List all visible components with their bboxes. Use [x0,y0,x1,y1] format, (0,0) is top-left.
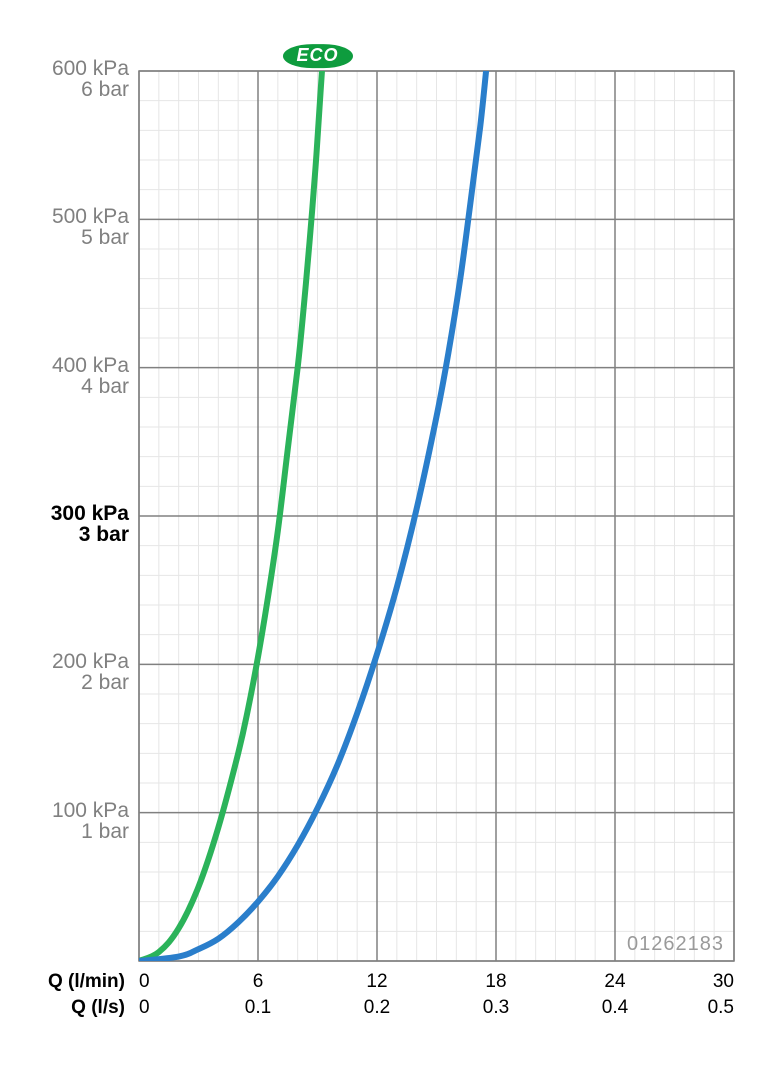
y-axis-kpa: 300 kPa [0,503,129,524]
x-axis-tick: 18 [466,971,526,993]
x-axis-tick: 0.5 [674,997,734,1019]
y-axis-bar: 5 bar [0,227,129,248]
x-axis-tick: 12 [347,971,407,993]
x-axis-tick: 0.3 [466,997,526,1019]
y-axis-kpa: 100 kPa [0,800,129,821]
x-axis-tick: 0 [139,971,179,993]
x-axis-tick: 0.2 [347,997,407,1019]
x-axis-tick: 0.4 [585,997,645,1019]
y-axis-label: 300 kPa3 bar [0,503,129,545]
y-axis-bar: 4 bar [0,376,129,397]
x-axis-tick: 30 [674,971,734,993]
y-axis-label: 100 kPa1 bar [0,800,129,842]
y-axis-label: 600 kPa6 bar [0,58,129,100]
y-axis-kpa: 200 kPa [0,651,129,672]
y-axis-bar: 1 bar [0,821,129,842]
reference-id: 01262183 [627,933,724,956]
y-axis-bar: 3 bar [0,524,129,545]
x-axis-tick: 6 [228,971,288,993]
y-axis-kpa: 400 kPa [0,355,129,376]
y-axis-label: 400 kPa4 bar [0,355,129,397]
x-axis-tick: 0 [139,997,179,1019]
x-axis-title: Q (l/min) [5,971,125,993]
x-axis-title: Q (l/s) [5,997,125,1019]
y-axis-bar: 2 bar [0,672,129,693]
x-axis-tick: 24 [585,971,645,993]
eco-badge: ECO [282,44,352,68]
y-axis-bar: 6 bar [0,79,129,100]
y-axis-kpa: 600 kPa [0,58,129,79]
x-axis-tick: 0.1 [228,997,288,1019]
y-axis-kpa: 500 kPa [0,206,129,227]
y-axis-label: 500 kPa5 bar [0,206,129,248]
y-axis-label: 200 kPa2 bar [0,651,129,693]
flow-pressure-chart: ECO 01262183 100 kPa1 bar200 kPa2 bar300… [0,0,764,1080]
